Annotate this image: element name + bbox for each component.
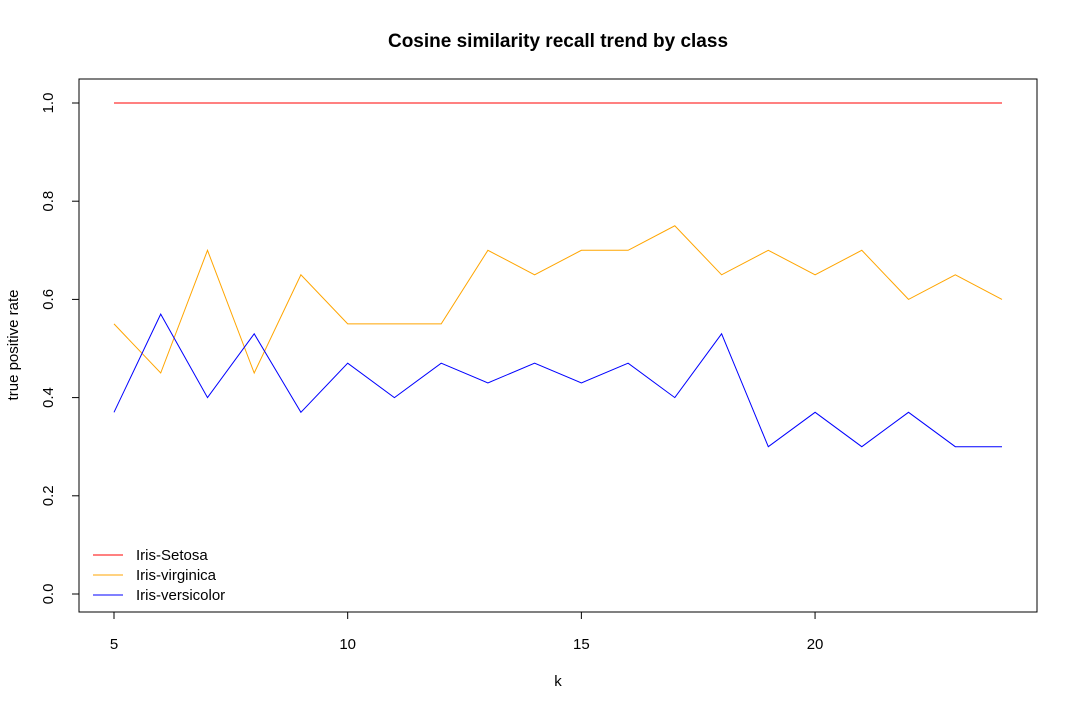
x-tick-label: 10	[339, 636, 356, 653]
x-tick-label: 5	[110, 636, 118, 653]
legend-label: Iris-versicolor	[136, 587, 225, 604]
legend: Iris-Setosa Iris-virginica Iris-versicolor	[93, 547, 225, 604]
y-axis: 0.0 0.2 0.4 0.6 0.8 1.0	[40, 93, 80, 605]
series-line-3	[113, 313, 1002, 448]
y-tick-label: 0.0	[40, 584, 57, 605]
series-layer	[113, 102, 1003, 448]
y-tick-label: 0.2	[40, 485, 57, 506]
series-line-2	[113, 225, 1003, 375]
y-tick-label: 0.4	[40, 387, 57, 408]
x-tick-label: 20	[807, 636, 824, 653]
x-axis: 5 10 15 20	[110, 611, 824, 653]
legend-label: Iris-virginica	[136, 567, 217, 584]
y-tick-label: 1.0	[40, 93, 57, 114]
chart-title: Cosine similarity recall trend by class	[388, 31, 728, 52]
y-axis-label: true positive rate	[5, 290, 22, 401]
plot-frame	[78, 78, 1038, 613]
y-tick-label: 0.6	[40, 289, 57, 310]
x-tick-label: 15	[573, 636, 590, 653]
x-axis-label: k	[554, 673, 562, 690]
legend-label: Iris-Setosa	[136, 547, 208, 564]
y-tick-label: 0.8	[40, 191, 57, 212]
